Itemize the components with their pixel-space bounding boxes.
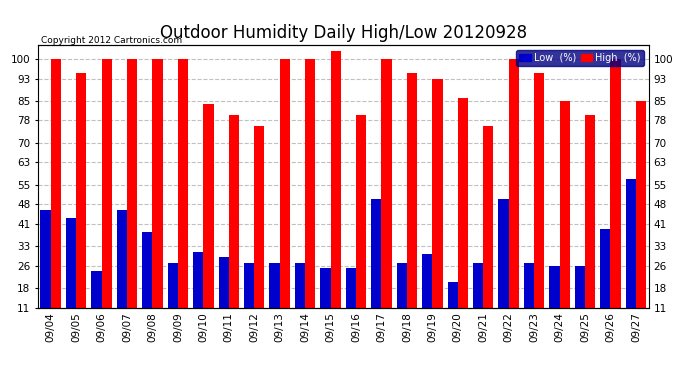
Bar <box>229 115 239 338</box>
Bar <box>549 266 560 338</box>
Bar <box>320 268 331 338</box>
Bar <box>91 271 101 338</box>
Bar <box>636 101 646 338</box>
Title: Outdoor Humidity Daily High/Low 20120928: Outdoor Humidity Daily High/Low 20120928 <box>159 24 527 42</box>
Bar <box>305 59 315 338</box>
Bar <box>509 59 519 338</box>
Bar <box>498 199 509 338</box>
Bar <box>178 59 188 338</box>
Bar <box>127 59 137 338</box>
Bar <box>66 218 76 338</box>
Bar <box>371 199 382 338</box>
Bar <box>193 252 204 338</box>
Bar <box>152 59 163 338</box>
Bar <box>407 73 417 338</box>
Bar <box>524 263 534 338</box>
Bar <box>600 229 611 338</box>
Bar <box>142 232 152 338</box>
Bar <box>76 73 86 338</box>
Bar <box>270 263 279 338</box>
Bar <box>473 263 483 338</box>
Bar <box>560 101 570 338</box>
Bar <box>483 126 493 338</box>
Legend: Low  (%), High  (%): Low (%), High (%) <box>516 50 644 66</box>
Bar <box>397 263 407 338</box>
Bar <box>422 255 433 338</box>
Bar <box>356 115 366 338</box>
Bar <box>331 51 341 338</box>
Bar <box>382 59 392 338</box>
Bar <box>168 263 178 338</box>
Bar <box>457 98 468 338</box>
Bar <box>254 126 264 338</box>
Bar <box>626 179 636 338</box>
Bar <box>117 210 127 338</box>
Bar <box>219 257 229 338</box>
Text: Copyright 2012 Cartronics.com: Copyright 2012 Cartronics.com <box>41 36 182 45</box>
Bar <box>534 73 544 338</box>
Bar <box>279 59 290 338</box>
Bar <box>41 210 50 338</box>
Bar <box>585 115 595 338</box>
Bar <box>295 263 305 338</box>
Bar <box>611 59 620 338</box>
Bar <box>575 266 585 338</box>
Bar <box>101 59 112 338</box>
Bar <box>244 263 254 338</box>
Bar <box>204 104 213 338</box>
Bar <box>433 78 442 338</box>
Bar <box>448 282 457 338</box>
Bar <box>346 268 356 338</box>
Bar <box>50 59 61 338</box>
